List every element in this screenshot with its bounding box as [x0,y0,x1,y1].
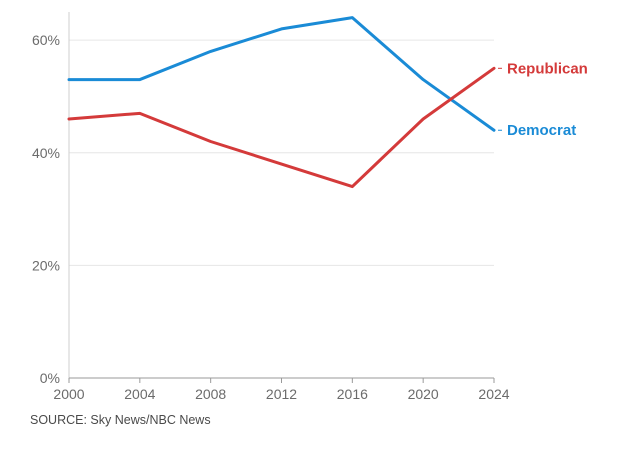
x-axis-ticks: 2000 2004 2008 2012 2016 2020 2024 [53,378,510,402]
x-tick-label: 2012 [266,386,297,402]
source-note: SOURCE: Sky News/NBC News [30,413,211,427]
y-tick-label: 40% [32,145,60,161]
series-labels: Democrat Republican [498,60,588,139]
x-tick-label: 2016 [337,386,368,402]
y-tick-label: 60% [32,32,60,48]
series-label-republican: Republican [507,60,588,77]
x-tick-label: 2020 [408,386,439,402]
y-tick-label: 20% [32,257,60,273]
x-tick-label: 2004 [124,386,155,402]
y-tick-label: 0% [40,370,60,386]
x-tick-label: 2000 [53,386,84,402]
series-label-democrat: Democrat [507,122,576,139]
gridlines [69,39,494,266]
x-tick-label: 2008 [195,386,226,402]
y-axis-ticks: 0% 20% 40% 60% [32,32,60,386]
axes [68,12,494,379]
series-lines [67,16,496,189]
x-tick-label: 2024 [478,386,509,402]
